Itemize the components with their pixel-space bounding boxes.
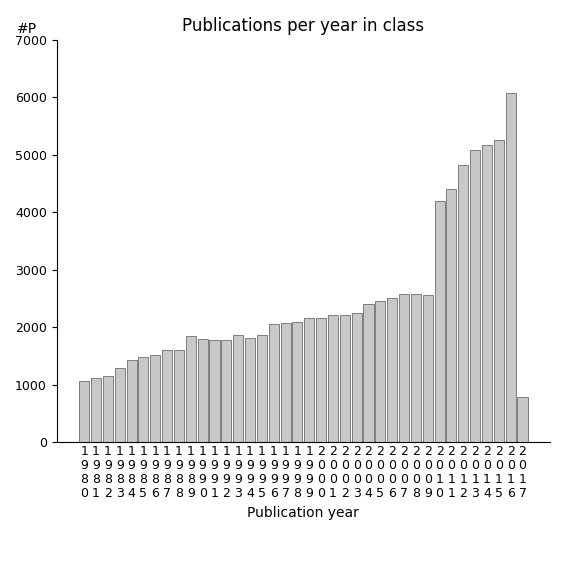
- Bar: [494, 141, 504, 442]
- Bar: [399, 294, 409, 442]
- Bar: [162, 350, 172, 442]
- Bar: [518, 397, 527, 442]
- Bar: [79, 381, 89, 442]
- Bar: [434, 201, 445, 442]
- Bar: [209, 340, 219, 442]
- Bar: [423, 295, 433, 442]
- Bar: [221, 340, 231, 442]
- Bar: [245, 338, 255, 442]
- Bar: [150, 356, 160, 442]
- Bar: [411, 294, 421, 442]
- Bar: [387, 298, 397, 442]
- Bar: [506, 92, 516, 442]
- Bar: [103, 375, 113, 442]
- Text: #P: #P: [17, 22, 37, 36]
- Bar: [198, 338, 208, 442]
- Bar: [126, 360, 137, 442]
- Bar: [446, 189, 456, 442]
- Bar: [281, 323, 291, 442]
- Bar: [257, 335, 267, 442]
- Bar: [138, 357, 149, 442]
- Bar: [293, 323, 302, 442]
- X-axis label: Publication year: Publication year: [247, 506, 359, 519]
- Bar: [304, 318, 314, 442]
- Bar: [352, 313, 362, 442]
- Bar: [363, 304, 374, 442]
- Bar: [186, 336, 196, 442]
- Bar: [174, 350, 184, 442]
- Bar: [375, 301, 386, 442]
- Bar: [115, 368, 125, 442]
- Bar: [91, 378, 101, 442]
- Bar: [482, 145, 492, 442]
- Bar: [233, 335, 243, 442]
- Bar: [316, 318, 326, 442]
- Bar: [328, 315, 338, 442]
- Bar: [340, 315, 350, 442]
- Bar: [470, 150, 480, 442]
- Bar: [269, 324, 279, 442]
- Bar: [458, 165, 468, 442]
- Title: Publications per year in class: Publications per year in class: [182, 18, 425, 35]
